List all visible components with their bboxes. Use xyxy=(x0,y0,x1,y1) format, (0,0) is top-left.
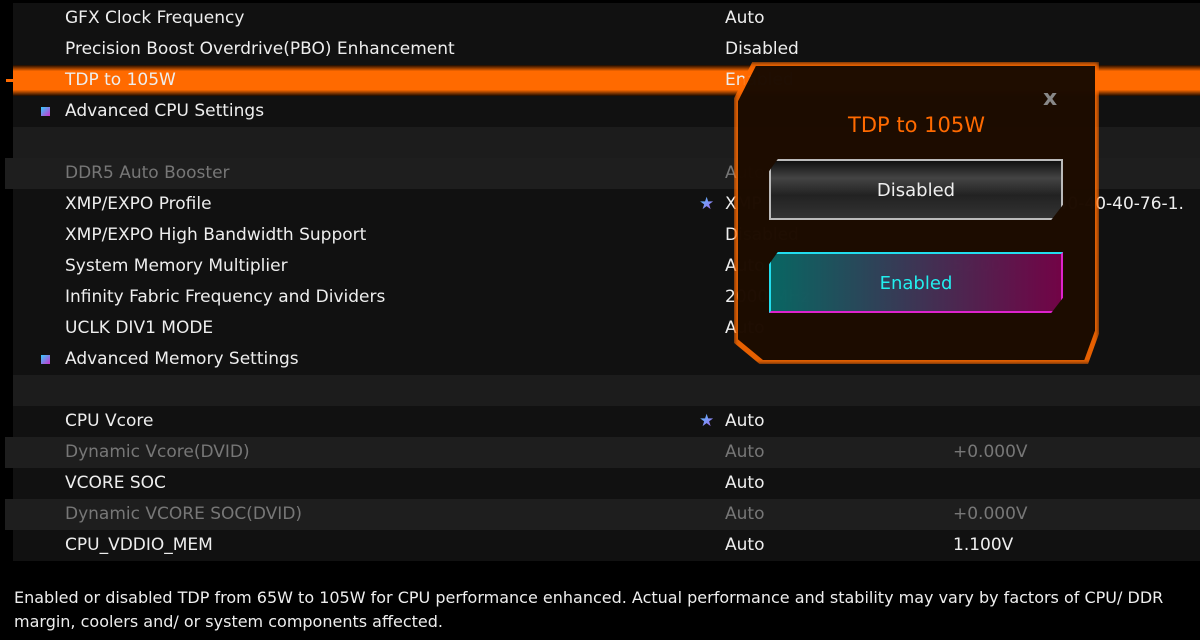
star-icon: ★ xyxy=(699,406,714,437)
setting-row[interactable]: VCORE SOC Auto xyxy=(13,468,1200,499)
setting-row[interactable]: Precision Boost Overdrive(PBO) Enhanceme… xyxy=(13,34,1200,65)
setting-label: Advanced Memory Settings xyxy=(65,349,299,369)
setting-value: Auto xyxy=(725,535,765,555)
setting-row[interactable]: CPU_VDDIO_MEM Auto 1.100V xyxy=(13,530,1200,561)
star-icon: ★ xyxy=(699,189,714,220)
option-enabled-button[interactable]: Enabled xyxy=(769,252,1063,313)
setting-label: XMP/EXPO Profile xyxy=(65,194,212,214)
setting-label: VCORE SOC xyxy=(65,473,166,493)
setting-secondary-value: +0.000V xyxy=(953,442,1028,462)
dialog-title: TDP to 105W xyxy=(848,113,985,137)
setting-label: DDR5 Auto Booster xyxy=(65,163,230,183)
setting-label: Dynamic VCORE SOC(DVID) xyxy=(65,504,303,524)
spacer-row xyxy=(13,375,1200,406)
setting-label: UCLK DIV1 MODE xyxy=(65,318,214,338)
submenu-icon xyxy=(41,107,50,116)
help-description: Enabled or disabled TDP from 65W to 105W… xyxy=(14,588,1164,631)
close-icon[interactable]: x xyxy=(1043,86,1058,111)
setting-label: CPU Vcore xyxy=(65,411,154,431)
setting-label: Dynamic Vcore(DVID) xyxy=(65,442,250,462)
setting-value: Auto xyxy=(725,8,765,28)
setting-value: Auto xyxy=(725,411,765,431)
option-disabled-button[interactable]: Disabled xyxy=(769,159,1063,220)
submenu-icon xyxy=(41,355,50,364)
setting-label: Advanced CPU Settings xyxy=(65,101,265,121)
setting-label: System Memory Multiplier xyxy=(65,256,288,276)
setting-row[interactable]: GFX Clock Frequency Auto xyxy=(13,3,1200,34)
setting-secondary-value: 1.100V xyxy=(953,535,1014,555)
setting-row[interactable]: CPU Vcore ★ Auto xyxy=(13,406,1200,437)
setting-label: GFX Clock Frequency xyxy=(65,8,245,28)
setting-label: Infinity Fabric Frequency and Dividers xyxy=(65,287,386,307)
setting-secondary-value: +0.000V xyxy=(953,504,1028,524)
setting-value: Disabled xyxy=(725,39,799,59)
setting-value: Auto xyxy=(725,442,765,462)
setting-row: Dynamic Vcore(DVID) Auto +0.000V xyxy=(5,437,1200,468)
setting-label: Precision Boost Overdrive(PBO) Enhanceme… xyxy=(65,39,455,59)
setting-value: Auto xyxy=(725,504,765,524)
setting-label: CPU_VDDIO_MEM xyxy=(65,535,213,555)
setting-label: XMP/EXPO High Bandwidth Support xyxy=(65,225,367,245)
setting-label: TDP to 105W xyxy=(65,70,176,90)
setting-value: Auto xyxy=(725,473,765,493)
setting-row: Dynamic VCORE SOC(DVID) Auto +0.000V xyxy=(5,499,1200,530)
